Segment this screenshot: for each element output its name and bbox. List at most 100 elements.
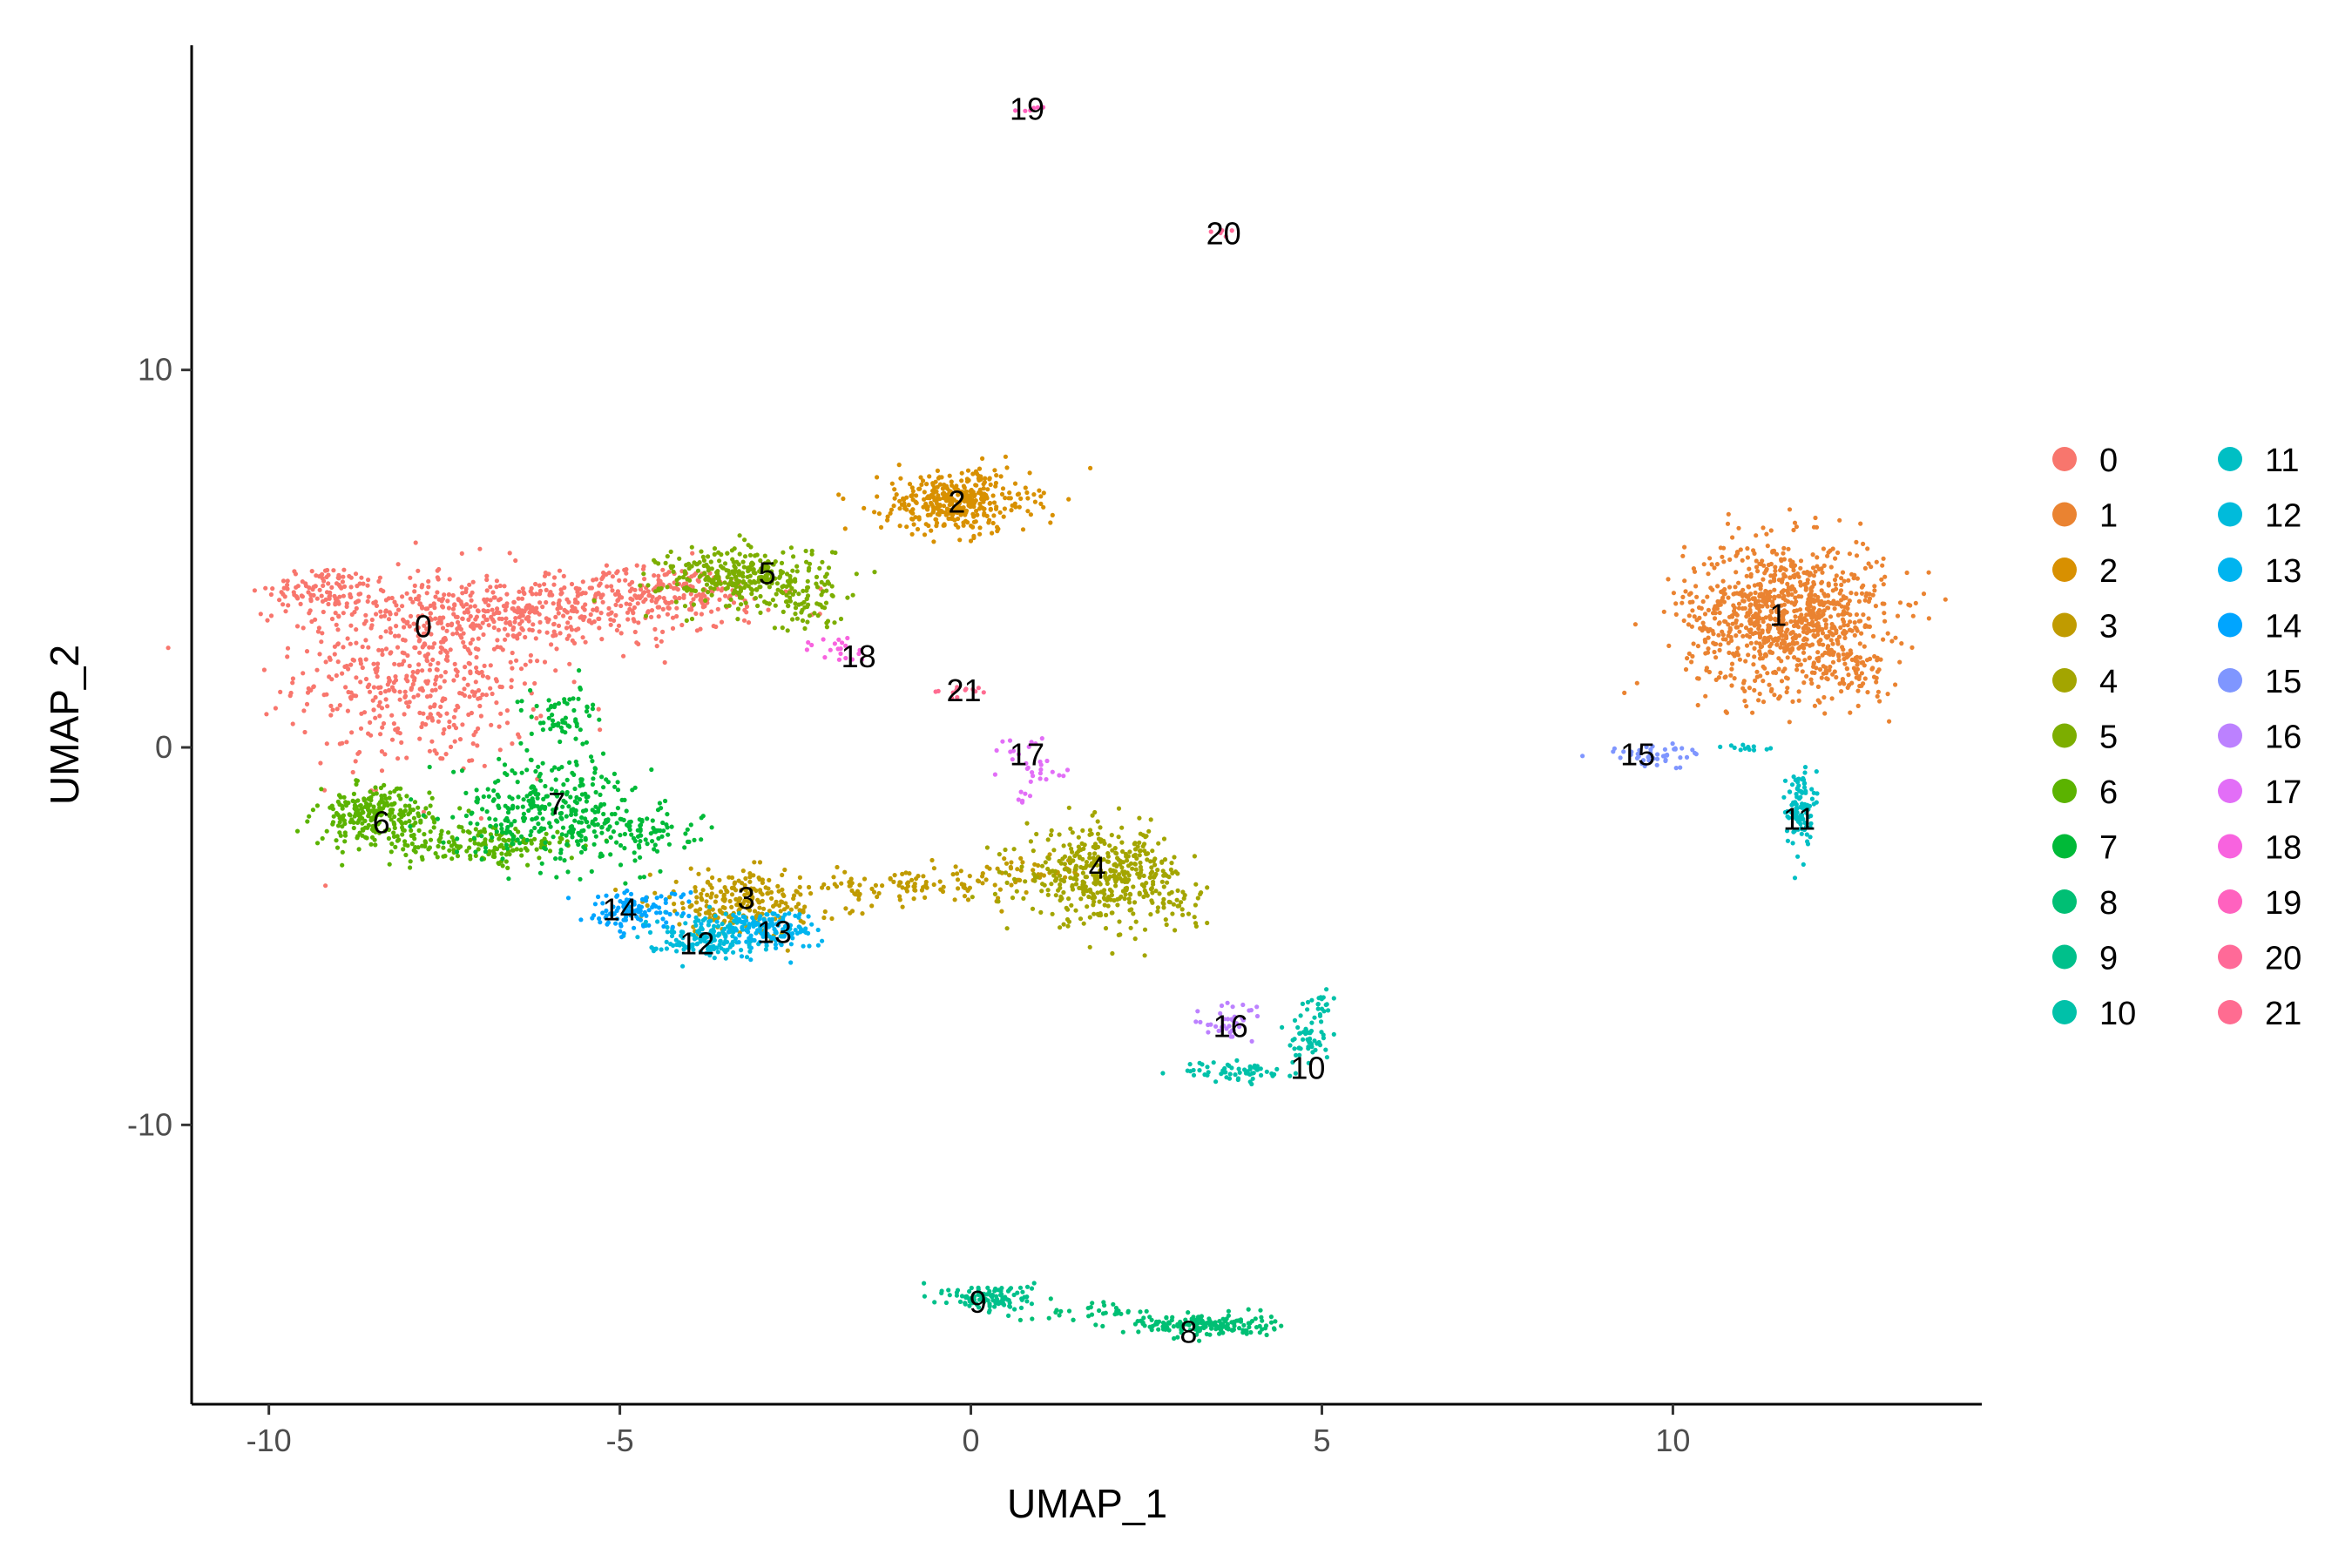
point — [1680, 594, 1686, 600]
point — [672, 902, 677, 907]
point — [429, 795, 435, 801]
point — [362, 804, 368, 809]
point — [624, 567, 629, 572]
point — [600, 751, 606, 756]
point — [715, 586, 720, 591]
point — [1845, 623, 1850, 628]
point — [780, 625, 785, 631]
point — [1060, 877, 1065, 882]
point — [363, 638, 368, 643]
point — [774, 581, 781, 586]
point — [599, 830, 605, 835]
point — [1017, 504, 1022, 510]
point — [737, 591, 742, 597]
point — [1025, 496, 1031, 501]
point — [329, 585, 335, 591]
point — [377, 700, 382, 705]
point — [1809, 680, 1815, 686]
point — [1004, 880, 1010, 886]
point — [509, 685, 514, 690]
point — [533, 591, 539, 597]
point — [758, 610, 763, 616]
point — [599, 824, 605, 830]
point — [805, 619, 810, 625]
point — [970, 1297, 976, 1302]
point — [341, 611, 346, 616]
point — [826, 565, 832, 571]
point — [562, 700, 567, 705]
point — [1091, 844, 1096, 849]
point — [1155, 868, 1160, 873]
point — [375, 685, 382, 691]
point — [712, 586, 717, 591]
point — [689, 902, 694, 908]
point — [1160, 1327, 1166, 1332]
point — [1148, 817, 1153, 822]
point — [937, 879, 943, 884]
point — [485, 674, 490, 679]
point — [1111, 1301, 1116, 1307]
point — [389, 685, 395, 690]
point — [428, 611, 433, 616]
point — [1848, 710, 1853, 715]
point — [350, 769, 355, 775]
point — [1855, 654, 1860, 659]
point — [1798, 662, 1803, 667]
point — [1145, 857, 1150, 862]
point — [408, 824, 413, 829]
point — [1832, 578, 1838, 583]
point — [1736, 591, 1741, 597]
point — [1080, 870, 1085, 875]
point — [395, 607, 402, 612]
point — [815, 613, 821, 618]
point — [504, 601, 510, 606]
point — [896, 463, 902, 468]
point — [1775, 638, 1781, 643]
point — [1141, 1315, 1146, 1321]
point — [572, 786, 578, 792]
point — [489, 722, 494, 727]
point — [1844, 666, 1849, 672]
point — [1682, 578, 1687, 584]
point — [1783, 675, 1789, 680]
point — [1870, 592, 1876, 598]
point — [1001, 514, 1006, 519]
point — [1897, 659, 1903, 665]
point — [978, 476, 983, 482]
point — [665, 612, 671, 617]
point — [615, 569, 620, 574]
point — [548, 824, 553, 829]
point — [1175, 1335, 1180, 1340]
point — [1004, 465, 1010, 470]
point — [480, 620, 485, 625]
point — [793, 612, 798, 617]
point — [1839, 604, 1844, 609]
point — [1787, 647, 1792, 652]
point — [351, 658, 356, 663]
point — [586, 618, 591, 624]
point — [264, 712, 269, 717]
point — [1851, 576, 1856, 581]
point — [654, 848, 660, 854]
point — [422, 840, 429, 846]
point — [943, 512, 949, 517]
point — [436, 719, 441, 724]
point — [402, 689, 408, 694]
point — [1861, 541, 1866, 547]
point — [1048, 1296, 1053, 1301]
point — [1856, 618, 1862, 624]
point — [475, 795, 480, 801]
point — [1785, 598, 1791, 605]
point — [482, 763, 487, 768]
point — [1842, 623, 1847, 628]
point — [608, 835, 613, 840]
point — [497, 583, 503, 589]
point — [639, 593, 645, 598]
point — [1906, 602, 1911, 607]
point — [494, 578, 500, 584]
point — [889, 481, 895, 486]
point — [502, 584, 507, 589]
point — [1197, 1338, 1202, 1343]
point — [1840, 645, 1845, 650]
point — [524, 837, 530, 843]
